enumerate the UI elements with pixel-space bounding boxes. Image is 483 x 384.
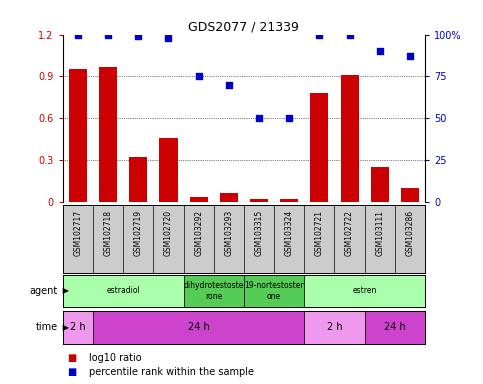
Text: GSM103293: GSM103293 bbox=[224, 210, 233, 257]
Bar bbox=[311, 93, 328, 202]
Point bbox=[406, 53, 414, 60]
Bar bbox=[250, 199, 268, 202]
Point bbox=[225, 82, 233, 88]
Bar bbox=[93, 311, 304, 344]
Bar bbox=[184, 275, 244, 307]
Text: percentile rank within the sample: percentile rank within the sample bbox=[89, 367, 255, 377]
Bar bbox=[159, 137, 178, 202]
Point bbox=[195, 73, 202, 79]
Text: 19-nortestoster
one: 19-nortestoster one bbox=[244, 281, 304, 301]
Text: GSM102718: GSM102718 bbox=[103, 210, 113, 256]
Point bbox=[74, 31, 82, 38]
Text: ■: ■ bbox=[68, 353, 77, 363]
Bar bbox=[69, 70, 87, 202]
Text: GSM103292: GSM103292 bbox=[194, 210, 203, 256]
Bar bbox=[401, 188, 419, 202]
Text: agent: agent bbox=[30, 286, 58, 296]
Point bbox=[104, 31, 112, 38]
Bar bbox=[99, 66, 117, 202]
Point bbox=[376, 48, 384, 55]
Text: GSM102721: GSM102721 bbox=[315, 210, 324, 256]
Text: GSM103324: GSM103324 bbox=[284, 210, 294, 257]
Bar bbox=[365, 311, 425, 344]
Text: ▶: ▶ bbox=[60, 286, 70, 295]
Text: estren: estren bbox=[353, 286, 377, 295]
Point bbox=[285, 115, 293, 121]
Bar bbox=[304, 311, 365, 344]
Text: GSM102719: GSM102719 bbox=[134, 210, 143, 256]
Text: log10 ratio: log10 ratio bbox=[89, 353, 142, 363]
Point bbox=[315, 31, 323, 38]
Bar bbox=[280, 199, 298, 202]
Point bbox=[134, 33, 142, 39]
Text: GSM103286: GSM103286 bbox=[405, 210, 414, 256]
Text: 2 h: 2 h bbox=[327, 322, 342, 333]
Text: GSM102722: GSM102722 bbox=[345, 210, 354, 256]
Point bbox=[165, 35, 172, 41]
Bar bbox=[63, 275, 184, 307]
Text: GSM103315: GSM103315 bbox=[255, 210, 264, 257]
Text: GSM102717: GSM102717 bbox=[73, 210, 83, 256]
Title: GDS2077 / 21339: GDS2077 / 21339 bbox=[188, 20, 299, 33]
Point bbox=[346, 31, 354, 38]
Bar bbox=[63, 311, 93, 344]
Text: time: time bbox=[36, 322, 58, 333]
Text: GSM103111: GSM103111 bbox=[375, 210, 384, 256]
Bar bbox=[341, 75, 358, 202]
Text: dihydrotestoste
rone: dihydrotestoste rone bbox=[184, 281, 244, 301]
Bar bbox=[220, 193, 238, 202]
Text: ▶: ▶ bbox=[60, 323, 70, 332]
Text: 2 h: 2 h bbox=[70, 322, 85, 333]
Bar bbox=[129, 157, 147, 202]
Bar bbox=[371, 167, 389, 202]
Text: 24 h: 24 h bbox=[188, 322, 210, 333]
Bar bbox=[189, 197, 208, 202]
Bar bbox=[244, 275, 304, 307]
Bar bbox=[304, 275, 425, 307]
Point bbox=[255, 115, 263, 121]
Text: GSM102720: GSM102720 bbox=[164, 210, 173, 256]
Text: ■: ■ bbox=[68, 367, 77, 377]
Text: 24 h: 24 h bbox=[384, 322, 406, 333]
Text: estradiol: estradiol bbox=[106, 286, 140, 295]
